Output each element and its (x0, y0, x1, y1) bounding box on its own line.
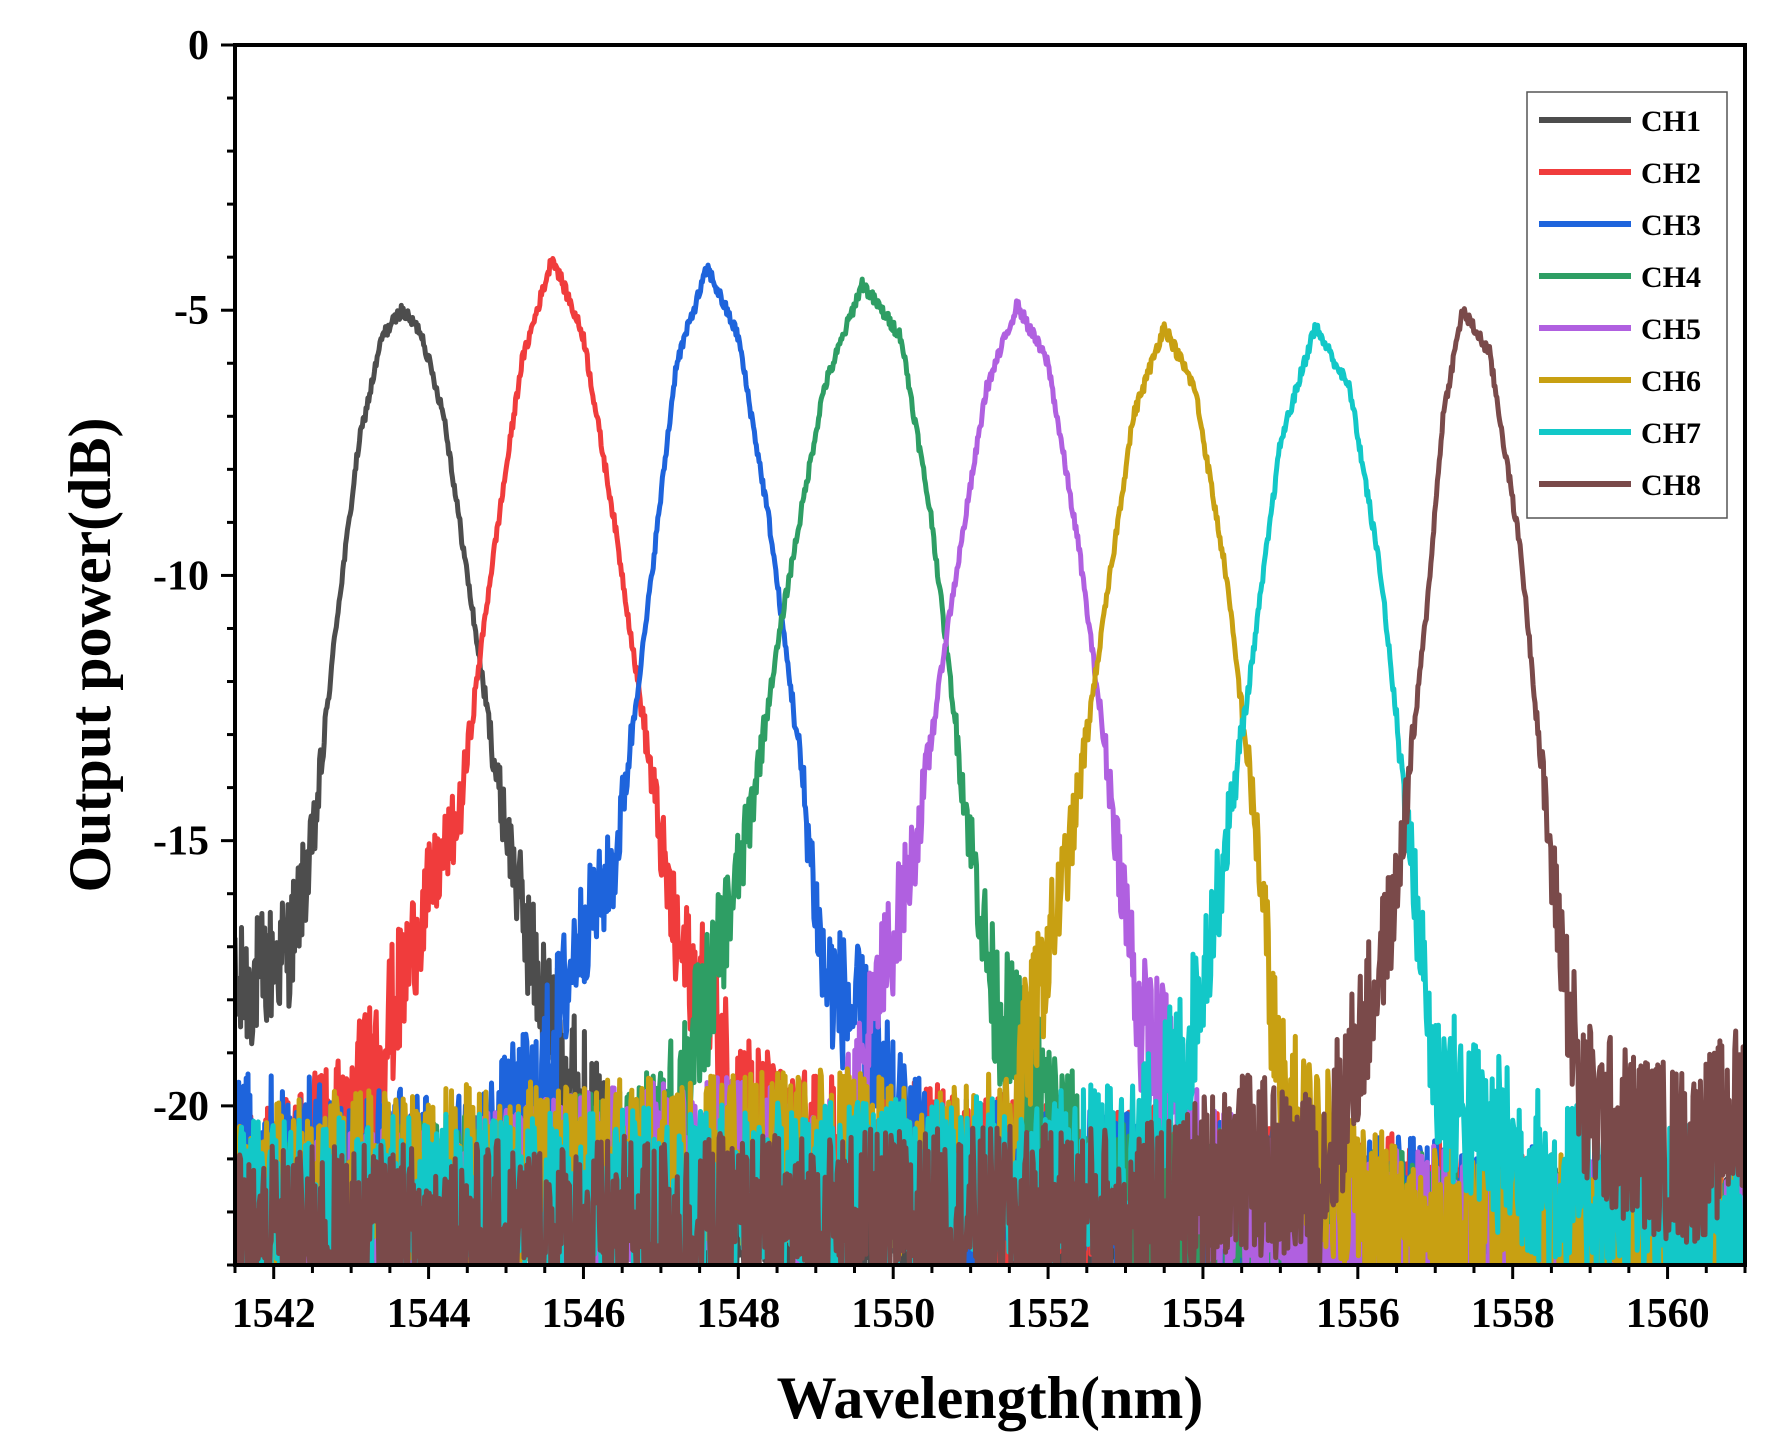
legend-label-ch8: CH8 (1641, 469, 1701, 502)
x-tick-label: 1552 (1006, 1291, 1090, 1337)
legend-label-ch4: CH4 (1641, 261, 1701, 294)
x-tick-label: 1542 (232, 1291, 316, 1337)
x-tick-label: 1556 (1316, 1291, 1400, 1337)
y-tick-label: -10 (153, 553, 209, 599)
legend-label-ch1: CH1 (1641, 105, 1701, 138)
x-axis-title: Wavelength(nm) (777, 1365, 1204, 1431)
series-line-ch8 (235, 306, 1745, 1265)
legend-label-ch3: CH3 (1641, 209, 1701, 242)
y-axis-ticks: 0 -5 -10 -15 -20 (153, 23, 235, 1267)
y-tick-label: 0 (188, 23, 209, 69)
x-tick-label: 1550 (851, 1291, 935, 1337)
y-tick-label: -5 (174, 288, 209, 334)
legend: CH1 CH2 CH3 CH4 CH5 CH6 CH7 CH8 (1526, 91, 1728, 519)
legend-label-ch7: CH7 (1641, 417, 1701, 450)
x-axis-ticks: 1542 1544 1546 1548 1550 1552 1554 1556 1558 1560 (232, 1265, 1747, 1337)
x-tick-label: 1560 (1626, 1291, 1710, 1337)
legend-label-ch5: CH5 (1641, 313, 1701, 346)
y-tick-label: -15 (153, 819, 209, 865)
plot-frame (233, 43, 1747, 1267)
x-tick-label: 1554 (1161, 1291, 1245, 1337)
y-tick-label: -20 (153, 1084, 209, 1130)
legend-box (1526, 91, 1728, 519)
x-tick-label: 1544 (387, 1291, 471, 1337)
legend-label-ch6: CH6 (1641, 365, 1701, 398)
series-layer (235, 256, 1745, 1265)
x-tick-label: 1558 (1471, 1291, 1555, 1337)
x-tick-label: 1548 (696, 1291, 780, 1337)
legend-label-ch2: CH2 (1641, 157, 1701, 190)
x-tick-label: 1546 (541, 1291, 625, 1337)
y-axis-title: Output power(dB) (57, 417, 123, 892)
